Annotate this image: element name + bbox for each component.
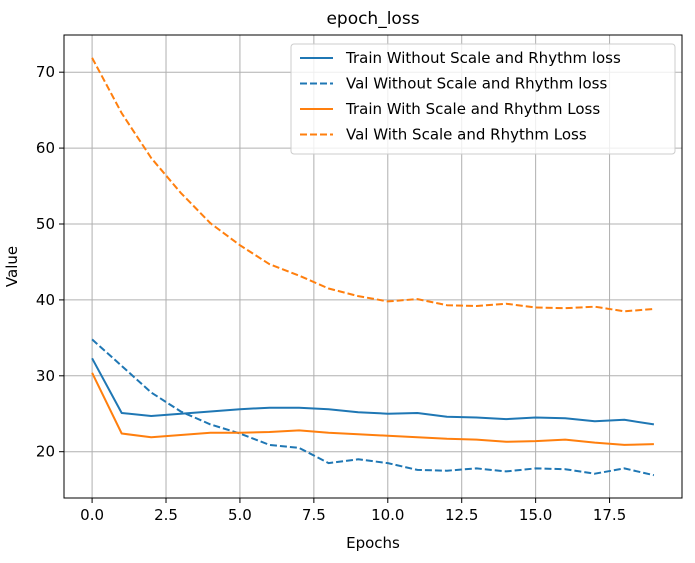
y-tick-label: 40 — [36, 291, 55, 309]
y-axis-label: Value — [3, 246, 21, 287]
axis-ticks: 0.0 2.5 5.0 7.5 10.0 12.5 15.0 17.5 20 30 40 50 60 70 — [36, 63, 626, 524]
chart-title: epoch_loss — [326, 9, 419, 29]
series-line-3 — [91, 372, 654, 446]
x-tick-label: 17.5 — [593, 506, 626, 524]
x-tick-label: 15.0 — [519, 506, 552, 524]
legend-entry-3: Train With Scale and Rhythm Loss — [345, 100, 600, 118]
series-line-1 — [91, 357, 655, 426]
legend-entry-2: Val Without Scale and Rhythm loss — [346, 75, 607, 93]
x-axis-label: Epochs — [346, 534, 400, 552]
x-tick-label: 7.5 — [302, 506, 326, 524]
plot-frame — [63, 34, 683, 499]
y-tick-label: 20 — [36, 443, 55, 461]
y-tick-label: 50 — [36, 215, 55, 233]
legend: Train Without Scale and Rhythm loss Val W… — [290, 43, 676, 155]
x-tick-label: 12.5 — [445, 506, 478, 524]
legend-box — [290, 43, 676, 155]
x-tick-label: 2.5 — [154, 506, 178, 524]
y-tick-label: 70 — [36, 63, 55, 81]
x-tick-label: 5.0 — [228, 506, 252, 524]
legend-entry-4: Val With Scale and Rhythm Loss — [346, 126, 587, 144]
y-tick-label: 60 — [36, 139, 55, 157]
series-lines — [91, 57, 655, 477]
series-line-2 — [91, 338, 655, 477]
x-tick-label: 0.0 — [80, 506, 104, 524]
series-line-4 — [91, 57, 654, 313]
y-tick-label: 30 — [36, 367, 55, 385]
legend-entry-1: Train Without Scale and Rhythm loss — [345, 49, 621, 67]
x-tick-label: 10.0 — [371, 506, 404, 524]
